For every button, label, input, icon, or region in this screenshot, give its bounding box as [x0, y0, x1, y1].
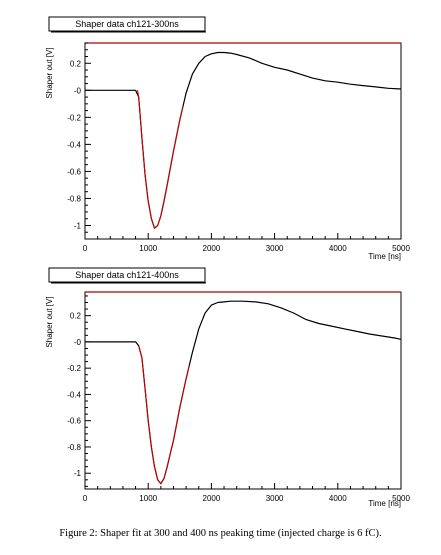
y-axis-label: Shaper out [V] [45, 47, 54, 98]
y-tick-label: -0.6 [67, 167, 81, 176]
title-box-frame [48, 16, 206, 32]
x-tick-label: 3000 [266, 494, 284, 503]
y-tick-label: -1 [74, 221, 82, 230]
x-tick-label: 1000 [139, 244, 157, 253]
y-axis-label: Shaper out [V] [45, 296, 54, 347]
x-tick-label: 5000 [392, 494, 410, 503]
panel-2: Shaper data ch121-400ns Shaper out [V] T… [45, 267, 410, 508]
x-tick-label: 5000 [392, 244, 410, 253]
y-tick-label: -0 [74, 338, 82, 347]
fit-curve [138, 345, 190, 485]
plot-area: 0 1000 2000 3000 4000 5000 0.2 -0 -0.2 -0.4 -0.6 -0… [67, 42, 410, 253]
x-tick-label: 2000 [203, 494, 221, 503]
figure-caption: Figure 2: Shaper fit at 300 and 400 ns p… [59, 528, 382, 539]
x-tick-label: 4000 [329, 494, 347, 503]
chart-title: Shaper data ch121-400ns [75, 270, 179, 280]
y-tick-label: 0.2 [70, 312, 82, 321]
data-curve [85, 300, 402, 485]
y-tick-label: 0.2 [70, 59, 82, 68]
x-tick-label: 4000 [329, 244, 347, 253]
x-tick-label: 1000 [139, 494, 157, 503]
y-tick-label: -0.6 [67, 417, 81, 426]
y-tick-label: -0.4 [67, 390, 81, 399]
x-axis-label: Time [ns] [368, 252, 401, 261]
plot-frame [84, 291, 402, 490]
y-tick-label: -0.4 [67, 140, 81, 149]
title-box-frame [48, 267, 206, 283]
x-tick-label: 2000 [203, 244, 221, 253]
fit-curve [136, 90, 184, 229]
plot-area: 0 1000 2000 3000 4000 5000 0.2 -0 -0.2 -0.4 -0.6 -0… [67, 291, 410, 503]
y-tick-label: -0.8 [67, 194, 81, 203]
y-tick-label: -0.8 [67, 443, 81, 452]
y-tick-label: -0.2 [67, 113, 81, 122]
x-tick-label: 3000 [266, 244, 284, 253]
x-tick-label: 0 [83, 244, 88, 253]
chart-title: Shaper data ch121-300ns [75, 19, 179, 29]
x-tick-label: 0 [83, 494, 88, 503]
data-curve [85, 51, 402, 229]
plot-frame [84, 42, 402, 240]
panel-1: Shaper data ch121-300ns Shaper out [V] T… [45, 16, 410, 261]
y-tick-label: -1 [74, 469, 82, 478]
x-axis-label: Time [ns] [368, 499, 401, 508]
y-tick-label: -0.2 [67, 364, 81, 373]
y-tick-label: -0 [74, 86, 82, 95]
